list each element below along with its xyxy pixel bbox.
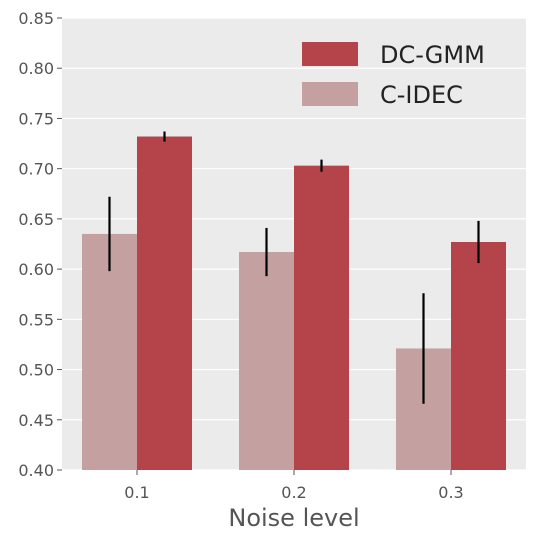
y-tick-label: 0.60 xyxy=(18,260,54,279)
y-tick-label: 0.45 xyxy=(18,411,54,430)
y-tick-label: 0.50 xyxy=(18,361,54,380)
y-tick-label: 0.80 xyxy=(18,59,54,78)
y-tick-label: 0.55 xyxy=(18,310,54,329)
error-bars xyxy=(108,131,480,404)
bar-dc-gmm-0.3 xyxy=(451,241,506,470)
bar-c-idec-0.2 xyxy=(239,252,294,470)
y-tick-label: 0.40 xyxy=(18,461,54,480)
bars xyxy=(82,136,506,471)
legend-swatch xyxy=(302,42,358,66)
legend-swatch xyxy=(302,82,358,106)
x-tick-label: 0.2 xyxy=(281,483,306,502)
y-axis-ticks: 0.40 0.45 0.50 0.55 0.60 0.65 0.70 0.75 0.80 0.85 xyxy=(18,9,62,480)
x-axis-title: Noise level xyxy=(228,504,359,532)
y-tick-label: 0.70 xyxy=(18,160,54,179)
y-tick-label: 0.75 xyxy=(18,109,54,128)
legend: DC-GMM C-IDEC xyxy=(302,41,485,109)
x-axis-ticks: 0.1 0.2 0.3 xyxy=(124,470,464,502)
bar-dc-gmm-0.2 xyxy=(294,165,349,471)
bar-c-idec-0.1 xyxy=(82,233,137,470)
legend-label: DC-GMM xyxy=(380,41,485,69)
y-tick-label: 0.85 xyxy=(18,9,54,28)
x-tick-label: 0.1 xyxy=(124,483,149,502)
y-tick-label: 0.65 xyxy=(18,210,54,229)
bar-dc-gmm-0.1 xyxy=(137,136,192,470)
x-tick-label: 0.3 xyxy=(438,483,463,502)
legend-label: C-IDEC xyxy=(380,81,463,109)
